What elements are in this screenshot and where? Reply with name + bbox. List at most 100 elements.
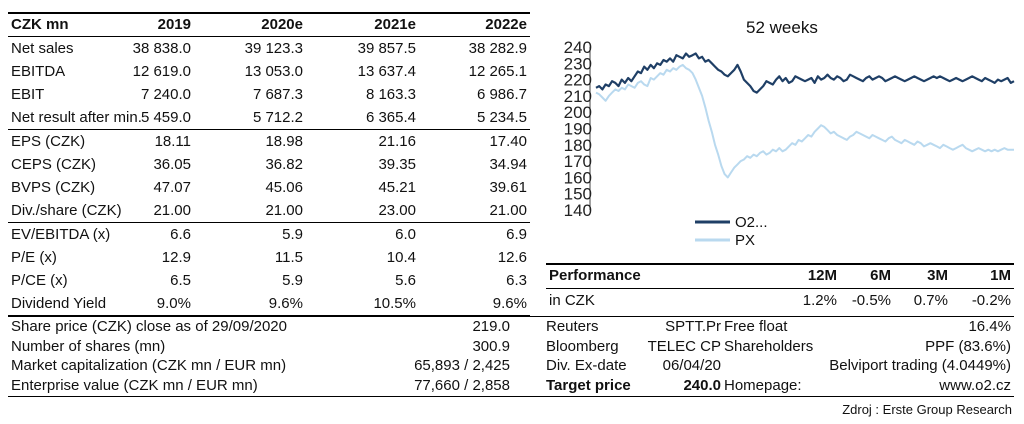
info-value: Belviport trading (4.0449%) [829,357,1011,374]
y-tick-label: 160 [564,168,592,187]
metric-value: 45.06 [265,179,303,196]
source-note: Zdroj : Erste Group Research [842,402,1012,417]
info-value: 16.4% [968,318,1011,335]
price-chart: 140 150 160 170 180 190 200 210 220 230 240 O2... PX… [540,14,1020,254]
info-value: PPF (83.6%) [925,337,1011,355]
info-label: Free float [724,318,788,335]
share-info-value: 300.9 [472,337,510,355]
share-info-label: Enterprise value (CZK mn / EUR mn) [11,376,258,394]
y-tick-label: 190 [564,120,592,139]
legend-label: PX [735,232,755,249]
metric-value: 12 619.0 [132,63,191,80]
divider [8,316,1014,317]
metric-label: BVPS (CZK) [11,179,96,196]
info-label: Bloomberg [546,337,619,355]
metric-value: 18.98 [265,133,303,150]
metric-value: 13 637.4 [357,63,416,80]
target-price-value: 240.0 [683,376,721,394]
performance-value: 0.7% [913,292,948,309]
metric-value: 21.00 [265,202,303,219]
financials-row: Div./share (CZK) 21.00 21.00 23.00 21.00 [8,199,530,223]
metric-value: 12.6 [497,249,527,266]
stock-info-row: Div. Ex-date 06/04/20 Belviport trading … [546,356,1014,376]
homepage-label: Homepage: [724,376,802,394]
metric-value: 6.3 [506,272,527,289]
financials-row: EPS (CZK) 18.11 18.98 21.16 17.40 [8,130,530,153]
performance-row: in CZK 1.2% -0.5% 0.7% -0.2% [546,289,1014,312]
metric-value: 38 282.9 [468,40,527,57]
share-info-value: 77,660 / 2,858 [414,376,510,394]
metric-value: 6 365.4 [365,109,416,126]
performance-value: 1.2% [802,292,837,309]
metric-value: 5 712.2 [252,109,303,126]
metric-value: 17.40 [489,133,527,150]
financials-row: Dividend Yield 9.0% 9.6% 10.5% 9.6% [8,292,530,317]
stock-info-row: Target price 240.0 Homepage: www.o2.cz [546,376,1014,396]
share-info-row: Market capitalization (CZK mn / EUR mn) 6… [8,356,530,376]
performance-header: Performance 12M 6M 3M 1M [546,263,1014,289]
financials-table: CZK mn 2019 2020e 2021e 2022e Net sales 3… [8,12,530,317]
performance-title: Performance [549,267,641,284]
metric-label: EV/EBITDA (x) [11,226,111,243]
metric-value: 5 234.5 [476,109,527,126]
metric-value: 9.0% [156,295,191,312]
y-tick-label: 170 [564,152,592,171]
metric-value: 39 123.3 [244,40,303,57]
metric-value: 5.9 [282,272,303,289]
share-info-label: Number of shares (mn) [11,337,166,355]
financials-row: P/CE (x) 6.5 5.9 5.6 6.3 [8,269,530,292]
metric-value: 21.00 [489,202,527,219]
metric-value: 9.6% [492,295,527,312]
y-tick-label: 200 [564,103,592,122]
share-info-value: 219.0 [472,318,510,335]
period-header: 3M [927,267,948,284]
metric-value: 21.00 [153,202,191,219]
metric-value: 11.5 [274,249,303,266]
metric-value: 36.82 [265,156,303,173]
financials-header: CZK mn 2019 2020e 2021e 2022e [8,12,530,37]
performance-table: Performance 12M 6M 3M 1M in CZK 1.2% -0.… [546,263,1014,312]
financials-row: CEPS (CZK) 36.05 36.82 39.35 34.94 [8,153,530,176]
metric-value: 12 265.1 [468,63,527,80]
metric-value: 5.6 [395,272,416,289]
stock-info-row: Reuters SPTT.Pr Free float 16.4% [546,317,1014,337]
metric-value: 23.00 [378,202,416,219]
year-header: 2022e [485,16,527,33]
share-info-label: Market capitalization (CZK mn / EUR mn) [11,357,287,374]
metric-value: 7 687.3 [252,86,303,103]
metric-label: Net sales [11,40,74,57]
year-header: 2019 [157,16,191,33]
metric-label: CEPS (CZK) [11,156,97,173]
homepage-link[interactable]: www.o2.cz [939,376,1011,394]
share-info-row: Enterprise value (CZK mn / EUR mn) 77,660… [8,376,530,396]
share-info-table: Share price (CZK) close as of 29/09/2020… [8,317,530,395]
metric-label: P/E (x) [11,249,57,266]
year-header: 2021e [374,16,416,33]
metric-label: Dividend Yield [11,295,107,312]
metric-value: 9.6% [268,295,303,312]
metric-value: 7 240.0 [140,86,191,103]
metric-value: 5 459.0 [140,109,191,126]
financials-row: P/E (x) 12.9 11.5 10.4 12.6 [8,246,530,269]
info-label: Div. Ex-date [546,357,627,374]
currency-label: CZK mn [11,16,69,33]
y-tick-label: 150 [564,185,592,204]
info-label: Shareholders [724,337,814,355]
financials-row: Net result after min. 5 459.0 5 712.2 6 365… [8,106,530,130]
year-header: 2020e [261,16,303,33]
metric-value: 6.9 [506,226,527,243]
financials-row: BVPS (CZK) 47.07 45.06 45.21 39.61 [8,176,530,199]
metric-label: EBITDA [11,63,66,80]
performance-value: -0.2% [971,292,1011,309]
period-header: 12M [807,267,837,284]
metric-value: 18.11 [154,133,191,150]
y-tick-label: 230 [564,54,592,73]
metric-value: 36.05 [153,156,191,173]
info-value: TELEC CP [647,337,721,355]
stock-info-table: Reuters SPTT.Pr Free float 16.4% Bloombe… [546,317,1014,395]
y-tick-label: 180 [564,136,592,155]
stock-info-row: Bloomberg TELEC CP Shareholders PPF (83.… [546,337,1014,357]
divider [8,396,1014,397]
